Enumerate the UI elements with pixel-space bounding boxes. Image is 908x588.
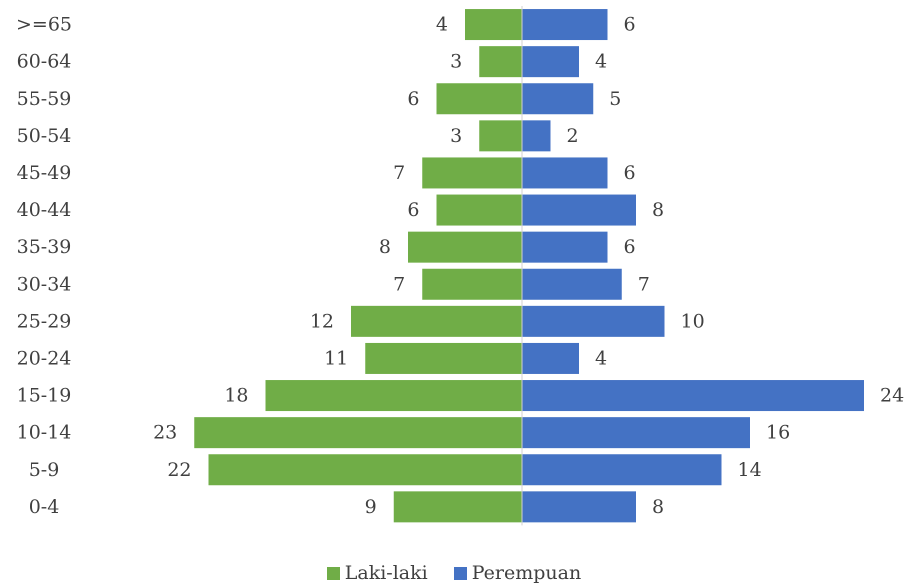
data-label-perempuan-60-64: 4 [595, 51, 607, 73]
data-label-perempuan-55-59: 5 [609, 88, 621, 110]
bar-laki-laki-60-64 [479, 46, 522, 78]
data-label-laki-laki-50-54: 3 [450, 125, 462, 147]
bar-laki-laki-10-14 [194, 417, 522, 449]
data-label-perempuan-5-9: 14 [738, 459, 762, 481]
data-label-laki-laki-15-19: 18 [224, 385, 248, 407]
data-label-laki-laki-45-49: 7 [393, 162, 405, 184]
bar-laki-laki-65 [465, 9, 522, 41]
data-label-perempuan-0-4: 8 [652, 496, 664, 518]
bar-perempuan-30-34 [522, 268, 622, 300]
legend-item-perempuan: Perempuan [453, 562, 582, 584]
legend-label-laki-laki: Laki-laki [344, 562, 428, 584]
data-label-perempuan-20-24: 4 [595, 347, 607, 369]
bars-group [194, 9, 864, 523]
bar-laki-laki-0-4 [393, 491, 522, 523]
legend-item-laki-laki: Laki-laki [326, 562, 428, 584]
bar-laki-laki-45-49 [422, 157, 522, 189]
tick-label-50-54: 50-54 [17, 125, 72, 147]
data-label-perempuan-45-49: 6 [624, 162, 636, 184]
legend-swatch-perempuan [453, 566, 467, 580]
tick-label-0-4: 0-4 [29, 496, 60, 518]
legend: Laki-laki Perempuan [0, 562, 908, 585]
tick-label-55-59: 55-59 [17, 88, 72, 110]
bar-laki-laki-55-59 [436, 83, 522, 115]
data-label-laki-laki-25-29: 12 [310, 310, 334, 332]
bar-laki-laki-20-24 [365, 342, 522, 374]
tick-label-65: >=65 [16, 14, 72, 36]
bar-perempuan-65 [522, 9, 608, 41]
bar-laki-laki-30-34 [422, 268, 522, 300]
bar-perempuan-45-49 [522, 157, 608, 189]
tick-label-35-39: 35-39 [17, 236, 72, 258]
bar-perempuan-5-9 [522, 454, 722, 486]
bar-laki-laki-5-9 [208, 454, 522, 486]
category-axis: 0-4 5-9 10-14 15-19 20-24 25-29 30-34 35-39 40-4… [16, 14, 72, 518]
data-label-perempuan-50-54: 2 [567, 125, 579, 147]
legend-label-perempuan: Perempuan [471, 562, 582, 584]
data-label-perempuan-65: 6 [624, 14, 636, 36]
tick-label-5-9: 5-9 [29, 459, 60, 481]
bar-perempuan-20-24 [522, 342, 579, 374]
data-label-perempuan-40-44: 8 [652, 199, 664, 221]
tick-label-25-29: 25-29 [17, 310, 72, 332]
bar-perempuan-15-19 [522, 380, 864, 412]
data-label-perempuan-30-34: 7 [638, 273, 650, 295]
bar-perempuan-25-29 [522, 305, 665, 337]
tick-label-60-64: 60-64 [17, 51, 72, 73]
tick-label-40-44: 40-44 [17, 199, 72, 221]
bar-perempuan-35-39 [522, 231, 608, 263]
data-label-laki-laki-65: 4 [436, 14, 448, 36]
bar-laki-laki-35-39 [408, 231, 522, 263]
bar-laki-laki-50-54 [479, 120, 522, 152]
bar-laki-laki-40-44 [436, 194, 522, 226]
tick-label-15-19: 15-19 [17, 385, 72, 407]
data-label-laki-laki-20-24: 11 [324, 347, 348, 369]
bar-perempuan-10-14 [522, 417, 750, 449]
data-label-laki-laki-55-59: 6 [407, 88, 419, 110]
data-label-perempuan-15-19: 24 [880, 385, 904, 407]
data-label-laki-laki-40-44: 6 [407, 199, 419, 221]
bar-perempuan-40-44 [522, 194, 636, 226]
bar-laki-laki-15-19 [265, 380, 522, 412]
tick-label-45-49: 45-49 [17, 162, 72, 184]
data-label-laki-laki-35-39: 8 [379, 236, 391, 258]
tick-label-20-24: 20-24 [17, 347, 72, 369]
data-label-perempuan-25-29: 10 [681, 310, 705, 332]
bar-perempuan-0-4 [522, 491, 636, 523]
data-label-laki-laki-30-34: 7 [393, 273, 405, 295]
data-label-laki-laki-10-14: 23 [153, 422, 177, 444]
data-label-laki-laki-5-9: 22 [167, 459, 191, 481]
bar-laki-laki-25-29 [351, 305, 522, 337]
tick-label-10-14: 10-14 [17, 422, 72, 444]
legend-swatch-laki-laki [326, 566, 340, 580]
bar-perempuan-60-64 [522, 46, 579, 78]
data-label-perempuan-35-39: 6 [624, 236, 636, 258]
tick-label-30-34: 30-34 [17, 273, 72, 295]
data-label-laki-laki-0-4: 9 [365, 496, 377, 518]
data-label-laki-laki-60-64: 3 [450, 51, 462, 73]
data-label-perempuan-10-14: 16 [766, 422, 790, 444]
bar-perempuan-50-54 [522, 120, 551, 152]
bar-perempuan-55-59 [522, 83, 594, 115]
